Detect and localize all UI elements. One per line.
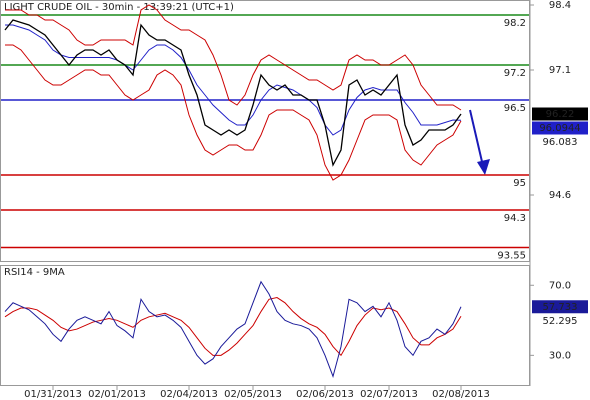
y-tick-label: 70.0 (549, 280, 571, 291)
price-tag-box (532, 300, 588, 314)
price-tag-box (532, 121, 588, 135)
level-label: 98.2 (504, 18, 526, 29)
x-tick-label: 02/04/2013 (160, 389, 218, 400)
x-tick-label: 01/31/2013 (24, 389, 82, 400)
series-line (4, 280, 462, 378)
forecast-arrow (469, 109, 490, 175)
x-tick-label: 02/05/2013 (224, 389, 282, 400)
level-label: 97.2 (504, 68, 526, 79)
series-line (5, 4, 462, 111)
y-tick-label: 97.1 (549, 65, 571, 76)
price-tag: 96.22 (546, 109, 575, 120)
price-tag: 96.083 (543, 137, 578, 148)
level-label: 96.5 (504, 103, 526, 114)
level-label: 93.55 (497, 251, 526, 262)
price-panel (0, 0, 530, 262)
y-tick-label: 30.0 (549, 350, 571, 361)
price-tag-box (532, 107, 588, 121)
x-tick-label: 02/06/2013 (296, 389, 354, 400)
series-line (4, 19, 462, 167)
series-line (5, 44, 462, 181)
chart-title: LIGHT CRUDE OIL - 30min - 13:39:21 (UTC+… (4, 2, 234, 13)
x-tick-label: 02/07/2013 (360, 389, 418, 400)
x-tick-label: 02/08/2013 (432, 389, 490, 400)
rsi-title: RSI14 - 9MA (4, 267, 65, 278)
y-tick-label: 98.4 (549, 0, 571, 11)
level-label: 94.3 (504, 213, 526, 224)
price-tag: 96.0944 (539, 123, 580, 134)
level-label: 95 (513, 178, 526, 189)
price-tag: 57.733 (543, 302, 578, 313)
y-tick-label: 94.6 (549, 190, 571, 201)
rsi-panel (0, 265, 530, 386)
price-tag: 52.295 (543, 316, 578, 327)
x-tick-label: 02/01/2013 (88, 389, 146, 400)
